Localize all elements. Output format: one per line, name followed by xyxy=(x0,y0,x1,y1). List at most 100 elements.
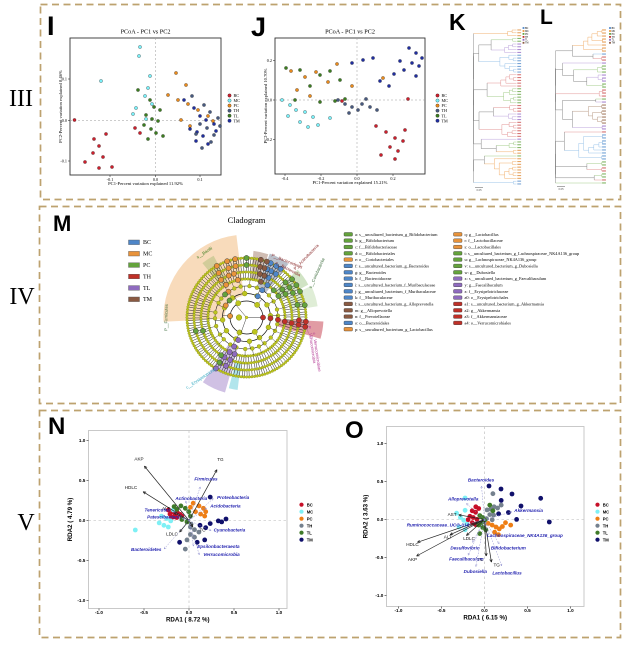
svg-text:p: s__uncultured_bacterium_g_L: p: s__uncultured_bacterium_g_Lactobacill… xyxy=(355,327,433,332)
svg-text:TL: TL xyxy=(612,40,615,42)
svg-text:0.0: 0.0 xyxy=(377,517,384,522)
svg-text:Epsilonbacteraeota: Epsilonbacteraeota xyxy=(197,544,240,549)
svg-text:-0.1: -0.1 xyxy=(60,159,67,164)
svg-text:TL: TL xyxy=(603,530,609,535)
svg-text:0.5: 0.5 xyxy=(377,479,384,484)
svg-text:b: g__Bifidobacterium: b: g__Bifidobacterium xyxy=(355,238,395,243)
svg-text:PC: PC xyxy=(143,263,150,269)
svg-text:M: M xyxy=(53,211,71,236)
svg-text:RDA2 ( 4.79 %): RDA2 ( 4.79 %) xyxy=(67,498,74,542)
svg-text:i: s__uncultured_bacterium_f_M: i: s__uncultured_bacterium_f_Muribaculac… xyxy=(355,283,435,288)
svg-text:a1: s__uncultured_bacterium_g_: a1: s__uncultured_bacterium_g_Akkermansi… xyxy=(465,302,544,307)
svg-text:PCoA - PC1 vs PC2: PCoA - PC1 vs PC2 xyxy=(121,29,171,36)
svg-text:-0.1: -0.1 xyxy=(107,177,114,182)
svg-text:PC: PC xyxy=(612,34,616,36)
svg-text:TG: TG xyxy=(217,457,224,462)
svg-text:RDA1 ( 8.72 %): RDA1 ( 8.72 %) xyxy=(166,617,210,624)
svg-text:k: f__Muribaculaceae: k: f__Muribaculaceae xyxy=(355,295,393,300)
svg-text:Acidobacteria: Acidobacteria xyxy=(209,504,241,509)
svg-text:III: III xyxy=(9,86,33,112)
svg-text:-0.5: -0.5 xyxy=(438,608,446,613)
svg-text:PC2-Percent variation explaine: PC2-Percent variation explained 10.70% xyxy=(263,68,268,143)
svg-text:0.2: 0.2 xyxy=(390,176,395,181)
svg-text:PC: PC xyxy=(234,103,239,108)
svg-text:N: N xyxy=(48,413,65,440)
svg-text:-1.0: -1.0 xyxy=(77,598,85,603)
svg-text:Patescibacteria: Patescibacteria xyxy=(147,515,181,520)
svg-text:h: f__Bacteroidaceae: h: f__Bacteroidaceae xyxy=(355,276,391,281)
svg-text:TM: TM xyxy=(603,537,610,542)
svg-text:1.0: 1.0 xyxy=(276,610,283,615)
svg-text:PC2-Percent variation explaine: PC2-Percent variation explained 8.46% xyxy=(58,70,63,143)
svg-text:BC: BC xyxy=(603,502,609,507)
svg-text:d: o__Bifidobacteriales: d: o__Bifidobacteriales xyxy=(355,251,396,256)
svg-text:m: g__Alloprevotella: m: g__Alloprevotella xyxy=(355,308,392,313)
svg-text:TL: TL xyxy=(442,113,448,118)
svg-text:J: J xyxy=(251,12,266,42)
svg-text:ALT: ALT xyxy=(162,506,170,511)
svg-text:x: s__uncultured_bacterium_g_F: x: s__uncultured_bacterium_g_Faecalibacu… xyxy=(465,276,547,281)
svg-text:Cladogram: Cladogram xyxy=(228,215,266,225)
svg-text:LDLC: LDLC xyxy=(463,536,475,541)
svg-text:y: g__Faecalibaculum: y: g__Faecalibaculum xyxy=(465,283,504,288)
svg-text:TC: TC xyxy=(477,557,484,562)
svg-text:a: s__uncultured_bacterium_g_B: a: s__uncultured_bacterium_g_Bifidobacte… xyxy=(355,232,438,237)
svg-text:Dubosiella: Dubosiella xyxy=(464,569,488,574)
svg-text:TH: TH xyxy=(234,108,240,113)
svg-text:I: I xyxy=(47,11,55,41)
svg-text:-0.5: -0.5 xyxy=(77,558,85,563)
svg-text:MC: MC xyxy=(442,98,449,103)
svg-text:MC: MC xyxy=(525,31,529,33)
svg-text:TL: TL xyxy=(143,286,151,292)
svg-text:AST: AST xyxy=(448,512,457,517)
svg-text:-0.5: -0.5 xyxy=(375,555,383,560)
svg-text:PC1-Percent variation explaine: PC1-Percent variation explained 15.21% xyxy=(312,180,387,185)
svg-text:MC: MC xyxy=(612,31,616,33)
svg-text:MC: MC xyxy=(603,509,610,514)
svg-text:Verrucomicrobia: Verrucomicrobia xyxy=(203,552,240,557)
svg-text:O: O xyxy=(345,417,364,444)
svg-text:-0.2: -0.2 xyxy=(318,176,325,181)
svg-text:Bacteroides: Bacteroides xyxy=(468,477,495,482)
svg-text:-0.2: -0.2 xyxy=(265,137,272,142)
svg-text:s: o__Lactobacillales: s: o__Lactobacillales xyxy=(465,245,502,250)
svg-text:Actinobacteria: Actinobacteria xyxy=(174,496,207,501)
svg-text:MC: MC xyxy=(234,98,241,103)
svg-text:BC: BC xyxy=(143,240,151,246)
svg-text:LDLC: LDLC xyxy=(166,532,178,537)
svg-text:HDLC: HDLC xyxy=(125,485,138,490)
svg-text:0.5: 0.5 xyxy=(79,478,86,483)
svg-text:0.5: 0.5 xyxy=(524,608,531,613)
svg-text:0.0: 0.0 xyxy=(153,177,158,182)
svg-text:Desulfovibrio: Desulfovibrio xyxy=(450,545,480,550)
svg-text:PC: PC xyxy=(525,34,529,36)
svg-text:q: g__Lactobacillus: q: g__Lactobacillus xyxy=(465,232,499,237)
svg-text:l: s__uncultured_bacterium_g_A: l: s__uncultured_bacterium_g_Alloprevote… xyxy=(355,302,433,307)
svg-text:-0.5: -0.5 xyxy=(140,610,148,615)
svg-text:TG: TG xyxy=(494,563,501,568)
svg-text:TM: TM xyxy=(143,297,153,303)
svg-text:BC: BC xyxy=(234,93,240,98)
svg-text:TM: TM xyxy=(234,118,241,123)
svg-text:0.0: 0.0 xyxy=(267,98,272,103)
svg-text:PC: PC xyxy=(442,103,447,108)
svg-text:0.1: 0.1 xyxy=(62,77,67,82)
svg-text:TL: TL xyxy=(234,113,240,118)
svg-text:TH: TH xyxy=(307,523,313,528)
svg-text:TH: TH xyxy=(525,37,528,39)
svg-text:a3: f__Akkermansiaceae: a3: f__Akkermansiaceae xyxy=(465,314,508,319)
svg-text:K: K xyxy=(449,9,466,35)
svg-text:Akkermansia: Akkermansia xyxy=(513,508,543,513)
svg-text:Ruminococcaceae_UCG-014: Ruminococcaceae_UCG-014 xyxy=(407,523,470,528)
svg-text:Lactobacillus: Lactobacillus xyxy=(492,570,522,575)
svg-text:Bacteroidetes: Bacteroidetes xyxy=(131,547,162,552)
svg-text:TH: TH xyxy=(612,37,615,39)
svg-text:-0.4: -0.4 xyxy=(282,176,290,181)
svg-text:Faecalibaculum: Faecalibaculum xyxy=(449,557,483,562)
svg-text:BC: BC xyxy=(525,28,529,30)
svg-text:ALT: ALT xyxy=(444,535,452,540)
svg-text:c__Verrucomicrobiae: c__Verrucomicrobiae xyxy=(312,332,323,372)
svg-text:0.0: 0.0 xyxy=(62,118,67,123)
svg-text:u: g__Lachnospiraceae_NK4A136_: u: g__Lachnospiraceae_NK4A136_group xyxy=(465,257,537,262)
svg-text:Alloprevotella: Alloprevotella xyxy=(447,497,479,502)
